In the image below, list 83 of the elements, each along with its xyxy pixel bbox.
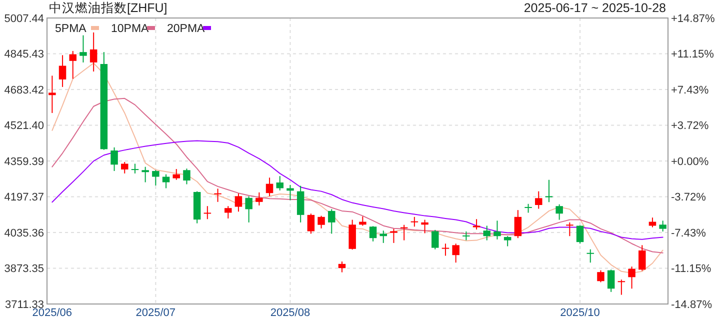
- candlestick: [638, 244, 646, 272]
- candlestick: [494, 220, 501, 240]
- x-tick-label: 2025/07: [136, 307, 176, 319]
- candlestick: [504, 236, 512, 247]
- y-tick-label: 4683.42: [4, 84, 44, 96]
- y2-tick-label: +0.00%: [671, 156, 709, 168]
- candlestick: [286, 184, 294, 201]
- candlestick: [545, 179, 553, 203]
- candlestick: [628, 266, 636, 290]
- candlestick: [514, 210, 522, 239]
- line-series: [52, 98, 664, 254]
- candlestick: [142, 166, 149, 183]
- chart-title: 中汉燃油指数[ZHFU]: [49, 1, 168, 15]
- y-tick-label: 3873.35: [4, 263, 44, 276]
- candlestick: [58, 54, 66, 88]
- candlestick: [369, 226, 377, 242]
- y-tick-label: 4521.40: [4, 120, 44, 132]
- candlestick: [607, 269, 615, 292]
- line-series: [52, 140, 664, 240]
- candlestick: [131, 163, 139, 174]
- y-tick-label: 4035.36: [4, 227, 44, 240]
- candlestick: [245, 196, 252, 223]
- candlestick: [214, 188, 222, 202]
- candlestick: [390, 228, 398, 244]
- candlestick: [152, 170, 160, 186]
- candlestick: [338, 260, 346, 273]
- y-tick-label: 4359.39: [4, 156, 44, 168]
- legend-label: 20PMA: [167, 23, 206, 36]
- candlestick: [162, 174, 170, 189]
- y2-tick-label: +3.72%: [671, 120, 709, 132]
- candlestick: [618, 279, 626, 296]
- candlestick: [421, 219, 428, 234]
- candlestick: [90, 32, 98, 72]
- candlestick: [586, 248, 594, 264]
- candlestick: [110, 146, 118, 172]
- x-tick-label: 2025/06: [32, 307, 72, 319]
- candlestick: [359, 216, 366, 226]
- candlestick: [204, 206, 212, 220]
- candlestick: [483, 225, 490, 241]
- candlestick: [566, 222, 574, 237]
- candlestick: [442, 243, 450, 256]
- candlestick: [256, 192, 263, 206]
- y2-tick-label: -14.87%: [671, 298, 712, 311]
- candlestick: [556, 204, 563, 220]
- y-tick-label: 5007.44: [4, 12, 44, 25]
- candlestick: [121, 161, 128, 174]
- candlestick: [48, 75, 56, 114]
- candlestick: [318, 215, 325, 229]
- candlestick: [535, 190, 542, 210]
- y2-tick-label: +14.87%: [671, 12, 715, 25]
- candlestick: [172, 168, 180, 180]
- candlestick: [659, 220, 666, 232]
- candlestick: [276, 176, 284, 191]
- candlestick: [69, 50, 76, 80]
- candlestick: [183, 168, 190, 185]
- candlestick: [224, 206, 232, 219]
- candlestick: [266, 177, 274, 197]
- x-tick-label: 2025/10: [560, 307, 600, 319]
- candlestick: [80, 34, 87, 63]
- y2-tick-label: +7.43%: [671, 84, 709, 96]
- x-tick-label: 2025/08: [270, 307, 310, 319]
- candlestick: [452, 243, 460, 264]
- candlestick: [234, 193, 242, 212]
- candlestick: [462, 230, 470, 241]
- legend-label: 10PMA: [111, 23, 150, 36]
- candlestick: [296, 185, 304, 223]
- chart-subtitle: 2025-06-17 ~ 2025-10-28: [524, 1, 666, 15]
- candlestick: [400, 224, 408, 241]
- candlestick: [380, 230, 387, 244]
- legend-label: 5PMA: [55, 23, 87, 36]
- y-tick-label: 4197.37: [4, 192, 44, 204]
- candlestick: [432, 229, 439, 250]
- candlestick: [576, 224, 584, 244]
- y2-tick-label: -7.43%: [671, 227, 706, 240]
- candlestick: [597, 270, 604, 283]
- candlestick: [328, 208, 336, 234]
- y-tick-label: 4845.43: [4, 48, 44, 61]
- candlestick: [410, 216, 418, 228]
- y2-tick-label: -11.15%: [671, 263, 712, 276]
- candlestick: [307, 213, 315, 234]
- y2-tick-label: +11.15%: [671, 48, 714, 61]
- candlestick: [472, 218, 480, 230]
- y2-tick-label: -3.72%: [671, 192, 706, 204]
